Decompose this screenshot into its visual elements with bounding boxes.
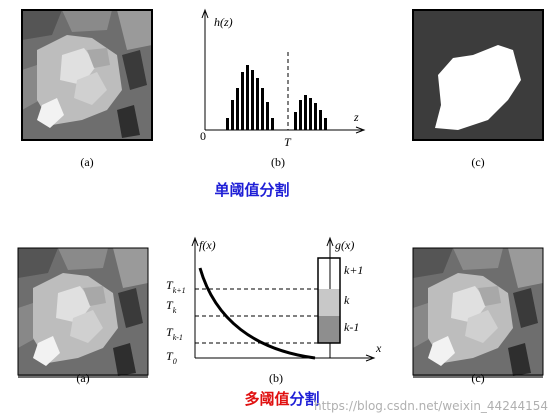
title: 多阈值分割 bbox=[244, 390, 319, 408]
panel-label: (c) bbox=[471, 155, 484, 169]
threshold-base: T bbox=[166, 278, 174, 292]
origin-label: 0 bbox=[200, 129, 206, 143]
mapping-plot bbox=[191, 236, 376, 362]
threshold-label: T bbox=[284, 135, 292, 149]
axis-label: f(x) bbox=[199, 238, 216, 252]
image-c bbox=[412, 9, 544, 141]
level-label: k+1 bbox=[344, 263, 363, 277]
title: 单阈值分割 bbox=[214, 181, 289, 199]
axis-label: h(z) bbox=[214, 15, 233, 29]
image-a bbox=[17, 247, 149, 378]
title-blue: 分割 bbox=[290, 390, 320, 408]
image-c bbox=[412, 247, 544, 378]
panel-label: (a) bbox=[80, 155, 93, 169]
threshold-label: T0 bbox=[166, 349, 177, 366]
threshold-label: Tk-1 bbox=[166, 325, 183, 342]
histogram-bars bbox=[226, 65, 327, 130]
threshold-sub: k bbox=[173, 306, 177, 315]
threshold-sub: k+1 bbox=[173, 286, 186, 295]
axis-label: z bbox=[353, 110, 359, 124]
threshold-label: Tk+1 bbox=[166, 278, 186, 295]
threshold-base: T bbox=[166, 298, 174, 312]
threshold-base: T bbox=[166, 325, 174, 339]
level-label: k bbox=[344, 293, 350, 307]
axis-label: g(x) bbox=[335, 238, 354, 252]
watermark: https://blog.csdn.net/weixin_44244154 bbox=[314, 399, 548, 413]
axis-label: x bbox=[375, 341, 382, 355]
threshold-base: T bbox=[166, 349, 174, 363]
panel-label: (b) bbox=[269, 371, 283, 385]
level-label: k-1 bbox=[344, 320, 359, 334]
threshold-sub: k-1 bbox=[173, 333, 183, 342]
panel-label: (b) bbox=[271, 155, 285, 169]
panel-label: (c) bbox=[471, 371, 484, 385]
threshold-label: Tk bbox=[166, 298, 177, 315]
threshold-sub: 0 bbox=[173, 357, 177, 366]
title-red: 多阈值 bbox=[244, 390, 289, 408]
panel-label: (a) bbox=[76, 371, 89, 385]
image-a bbox=[21, 9, 153, 141]
